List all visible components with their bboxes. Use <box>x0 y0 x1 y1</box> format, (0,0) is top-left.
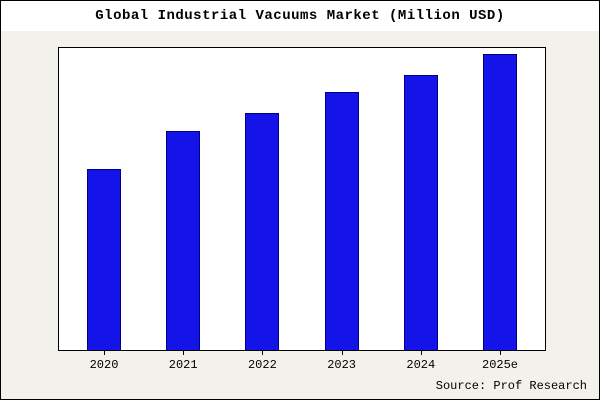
x-tick-2021 <box>183 351 185 355</box>
bar-2024 <box>403 74 438 350</box>
x-tick-label-2024: 2024 <box>406 358 436 372</box>
x-tick-2023 <box>341 351 343 355</box>
x-tick-2025e <box>500 351 501 355</box>
chart-title: Global Industrial Vacuums Market (Millio… <box>95 8 505 24</box>
bar-2020 <box>87 169 121 350</box>
bar-2023 <box>324 92 359 350</box>
chart-title-strip: Global Industrial Vacuums Market (Millio… <box>1 1 599 31</box>
x-tick-label-2022: 2022 <box>247 358 277 372</box>
x-tick-label-2021: 2021 <box>168 358 198 372</box>
bar-2025e <box>483 53 517 350</box>
x-tick-2024 <box>420 351 422 355</box>
x-tick-2022 <box>262 351 264 355</box>
x-tick-2020 <box>104 351 105 355</box>
source-label: Source: Prof Research <box>435 379 587 393</box>
bar-2022 <box>245 113 280 350</box>
plot-area <box>58 47 546 351</box>
bar-2021 <box>166 130 201 350</box>
x-tick-label-2025e: 2025e <box>481 358 519 372</box>
x-tick-label-2023: 2023 <box>327 358 356 372</box>
x-tick-label-2020: 2020 <box>89 358 119 372</box>
